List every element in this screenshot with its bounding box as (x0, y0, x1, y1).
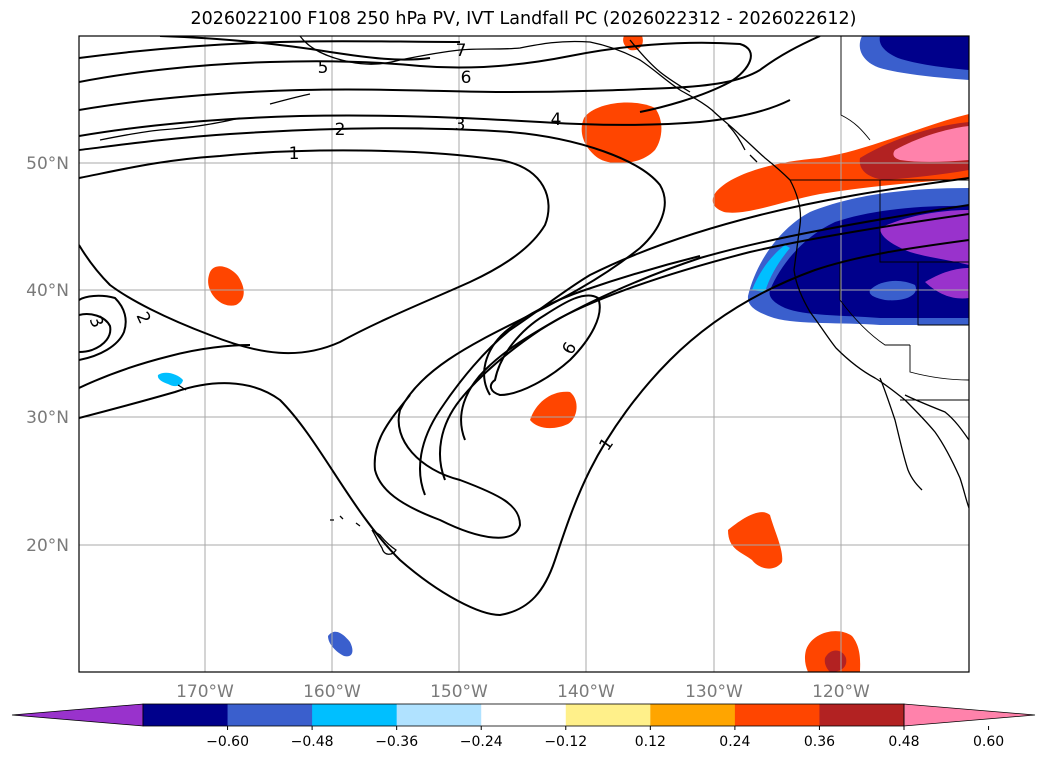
contour-label: 2 (335, 120, 346, 140)
lon-label-130w: 130°W (685, 682, 743, 702)
lon-label-160w: 160°W (303, 682, 361, 702)
colorbar-segment (819, 704, 905, 726)
pv-contours (79, 36, 969, 617)
colorbar-segment (312, 704, 398, 726)
colorbar-segment (734, 704, 820, 726)
colorbar-segment (565, 704, 651, 726)
map-background (79, 36, 969, 672)
lat-label-50n: 50°N (26, 154, 69, 174)
contour-label: 5 (318, 58, 329, 78)
longitude-labels: 170°W 160°W 150°W 140°W 130°W 120°W (176, 682, 870, 702)
lat-label-40n: 40°N (26, 281, 69, 301)
latitude-labels: 50°N 40°N 30°N 20°N (26, 154, 69, 556)
colorbar-segment (481, 704, 567, 726)
contour-label: 6 (461, 68, 472, 88)
map-frame (78, 35, 970, 673)
lon-label-150w: 150°W (430, 682, 488, 702)
colorbar-tick-label: 0.36 (804, 734, 835, 750)
colorbar-tick-label: −0.36 (375, 734, 418, 750)
colorbar-tick-label: −0.48 (291, 734, 334, 750)
contour-label: 4 (551, 110, 562, 130)
colorbar-tick-label: −0.24 (460, 734, 503, 750)
colorbar-tick-label: −0.60 (206, 734, 249, 750)
colorbar-tick-label: 0.12 (635, 734, 666, 750)
lon-label-170w: 170°W (176, 682, 234, 702)
colorbar-segment (227, 704, 313, 726)
colorbar-tick-label: 0.24 (719, 734, 750, 750)
lon-label-140w: 140°W (557, 682, 615, 702)
graticule (79, 36, 969, 672)
colorbar-tick-label: 0.48 (888, 734, 919, 750)
negative-anomaly-northeast (859, 36, 969, 80)
chart-title: 2026022100 F108 250 hPa PV, IVT Landfall… (190, 9, 857, 29)
colorbar: −0.60 −0.48 −0.36 −0.24 −0.12 0.12 0.24 0.36 0.4… (11, 703, 1036, 750)
contour-label: 3 (455, 115, 466, 135)
colorbar-tick-label: 0.60 (973, 734, 1004, 750)
contour-label: 1 (289, 144, 300, 164)
colorbar-extend-high (903, 703, 1036, 727)
lat-label-30n: 30°N (26, 408, 69, 428)
positive-anomaly-small (208, 36, 861, 672)
political-borders (790, 36, 969, 401)
colorbar-outline (142, 703, 905, 727)
colorbar-tick-label: −0.12 (544, 734, 587, 750)
negative-anomaly-small (157, 372, 353, 657)
lat-label-20n: 20°N (26, 536, 69, 556)
contour-label: 7 (456, 41, 467, 61)
colorbar-segment (650, 704, 736, 726)
colorbar-extend-low (11, 703, 144, 727)
colorbar-segment (396, 704, 482, 726)
colorbar-segment (143, 704, 229, 726)
lon-label-120w: 120°W (812, 682, 870, 702)
